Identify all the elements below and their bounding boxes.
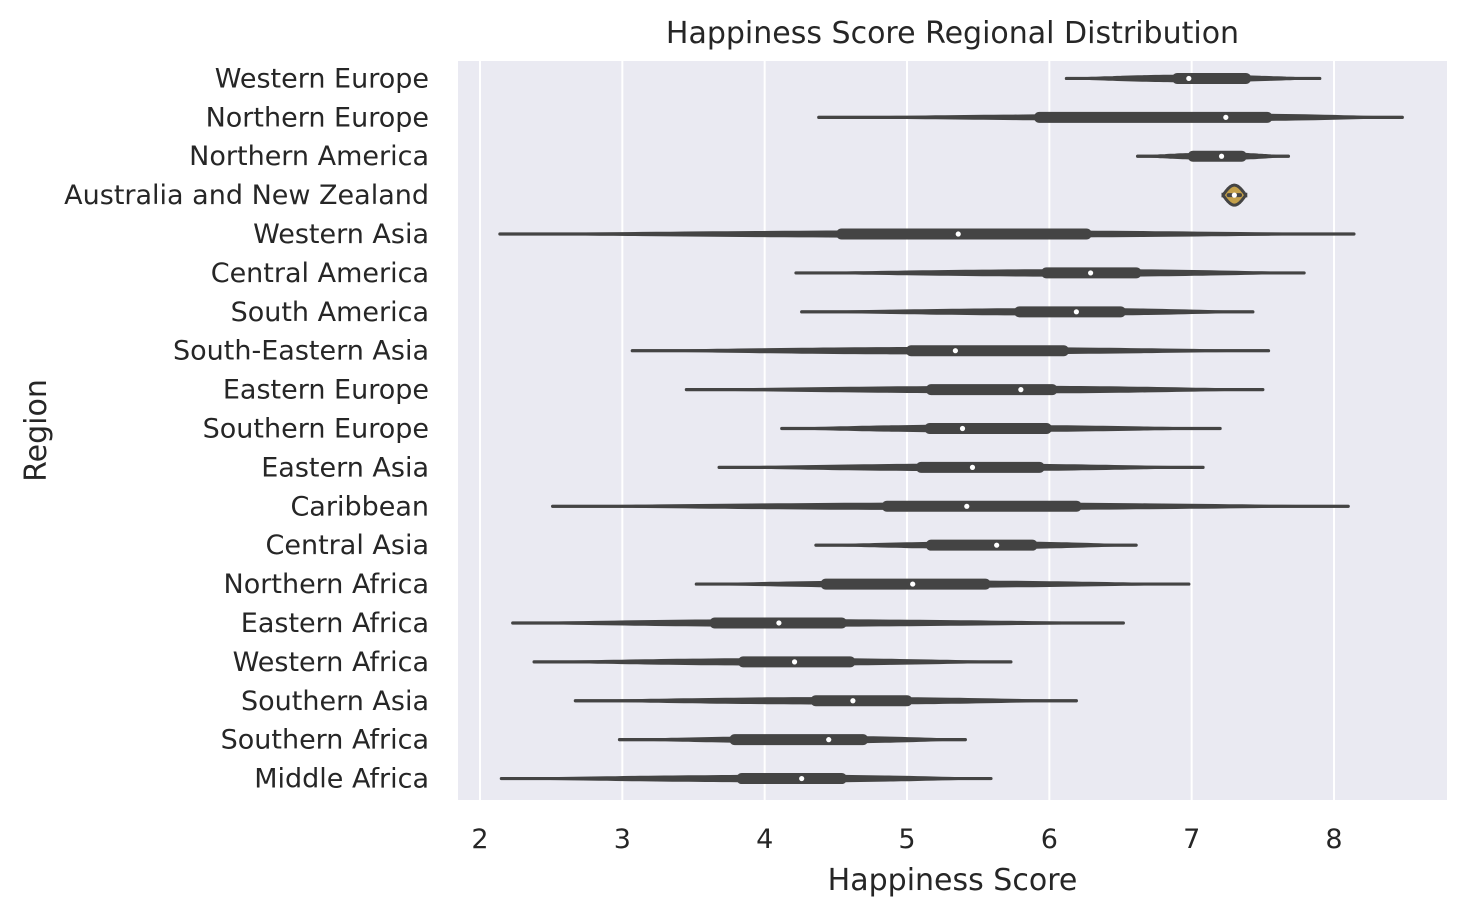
- x-tick-7: 7: [1183, 824, 1200, 855]
- y-tick-western-asia: Western Asia: [253, 219, 429, 250]
- y-axis-label: Region: [19, 379, 54, 482]
- violin-central-america: [794, 267, 1306, 279]
- median-dot-northern-america: [1218, 153, 1225, 159]
- y-tick-central-america: Central America: [211, 258, 429, 289]
- median-dot-central-america: [1088, 270, 1094, 276]
- median-dot-eastern-europe: [1018, 387, 1024, 393]
- median-dot-australia-and-new-zealand: [1231, 192, 1237, 198]
- x-tick-5: 5: [898, 824, 915, 855]
- y-tick-australia-and-new-zealand: Australia and New Zealand: [64, 180, 429, 211]
- violin-central-asia: [814, 539, 1138, 551]
- y-tick-southern-asia: Southern Asia: [241, 686, 429, 717]
- x-tick-8: 8: [1325, 824, 1342, 855]
- y-tick-eastern-africa: Eastern Africa: [241, 608, 429, 639]
- chart-title: Happiness Score Regional Distribution: [666, 16, 1239, 51]
- y-tick-northern-africa: Northern Africa: [224, 569, 429, 600]
- median-dot-southern-europe: [959, 425, 966, 432]
- median-dot-southern-africa: [826, 737, 832, 743]
- median-dot-south-america: [1073, 309, 1079, 315]
- median-dot-western-asia: [955, 231, 961, 237]
- violin-australia-and-new-zealand: [1221, 183, 1248, 207]
- violin-western-asia: [498, 228, 1356, 240]
- y-tick-central-asia: Central Asia: [266, 530, 429, 561]
- violin-southern-europe: [780, 423, 1222, 434]
- y-tick-south-america: South America: [231, 297, 429, 328]
- x-tick-6: 6: [1041, 824, 1058, 855]
- y-tick-middle-africa: Middle Africa: [254, 764, 429, 795]
- violin-south-eastern-asia: [630, 345, 1271, 357]
- x-axis-label: Happiness Score: [828, 863, 1078, 898]
- violin-northern-africa: [694, 578, 1191, 590]
- y-tick-eastern-europe: Eastern Europe: [223, 375, 429, 406]
- violin-northern-europe: [817, 111, 1404, 123]
- y-tick-labels: Western Europe Northern Europe Northern Am…: [64, 63, 429, 794]
- violin-northern-america: [1135, 150, 1291, 162]
- median-dot-western-europe: [1186, 75, 1192, 82]
- violin-eastern-asia: [717, 461, 1205, 473]
- median-dot-western-africa: [791, 659, 798, 665]
- violins: [498, 72, 1404, 785]
- x-tick-2: 2: [471, 824, 488, 855]
- y-tick-southern-africa: Southern Africa: [221, 725, 429, 756]
- y-tick-caribbean: Caribbean: [290, 491, 429, 522]
- grid-lines: [479, 61, 1335, 800]
- x-tick-4: 4: [756, 824, 773, 855]
- median-dot-eastern-asia: [969, 464, 976, 470]
- median-dot-south-eastern-asia: [952, 348, 958, 354]
- median-dot-middle-africa: [799, 775, 805, 782]
- median-dot-southern-asia: [850, 698, 856, 704]
- median-dot-northern-africa: [910, 581, 916, 587]
- y-tick-northern-europe: Northern Europe: [206, 102, 429, 133]
- y-tick-southern-europe: Southern Europe: [203, 414, 429, 445]
- x-tick-labels: 2 3 4 5 6 7 8: [471, 824, 1342, 855]
- violin-eastern-africa: [511, 617, 1125, 629]
- median-dot-eastern-africa: [776, 620, 782, 626]
- y-tick-eastern-asia: Eastern Asia: [261, 452, 429, 483]
- y-tick-northern-america: Northern America: [189, 141, 429, 172]
- median-dot-central-asia: [994, 542, 1000, 548]
- violin-middle-africa: [499, 773, 993, 785]
- median-dot-caribbean: [964, 503, 970, 509]
- violin-eastern-europe: [684, 384, 1265, 396]
- violin-southern-asia: [573, 695, 1078, 707]
- y-tick-western-africa: Western Africa: [233, 647, 429, 678]
- violin-western-africa: [532, 656, 1013, 668]
- violin-southern-africa: [617, 734, 967, 746]
- violin-western-europe: [1064, 72, 1322, 84]
- x-tick-3: 3: [614, 824, 631, 855]
- violin-south-america: [800, 306, 1255, 318]
- y-tick-western-europe: Western Europe: [215, 63, 429, 94]
- median-dot-northern-europe: [1223, 114, 1229, 120]
- y-tick-south-eastern-asia: South-Eastern Asia: [173, 336, 429, 367]
- violin-caribbean: [550, 500, 1350, 512]
